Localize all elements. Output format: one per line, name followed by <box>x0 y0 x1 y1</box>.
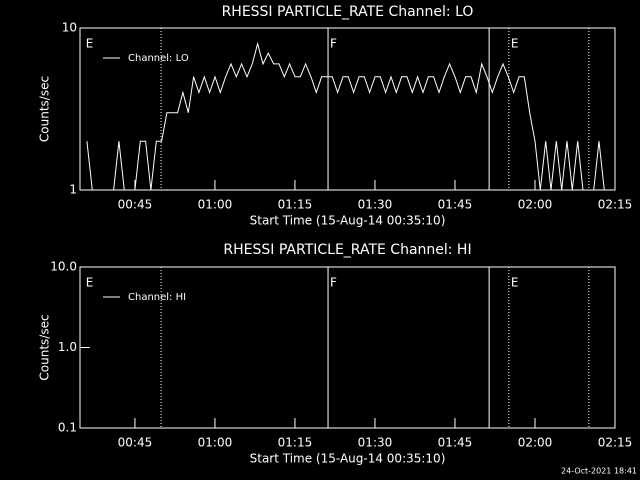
x-tick-label: 01:45 <box>438 198 473 212</box>
footer-date: 24-Oct-2021 18:41 <box>561 467 637 476</box>
x-tick-label: 01:30 <box>358 436 393 450</box>
x-axis-label: Start Time (15-Aug-14 00:35:10) <box>250 452 446 466</box>
y-tick-label: 1 <box>69 183 77 197</box>
x-tick-label: 01:45 <box>438 436 473 450</box>
marker-label: F <box>330 276 337 290</box>
legend-label: Channel: HI <box>128 292 186 303</box>
data-line <box>86 41 610 191</box>
x-tick-label: 01:00 <box>198 198 233 212</box>
x-tick-label: 02:00 <box>518 436 553 450</box>
legend-label: Channel: LO <box>128 53 189 64</box>
x-tick-label: 01:30 <box>358 198 393 212</box>
y-axis-label: Counts/sec <box>38 314 52 380</box>
x-tick-label: 01:00 <box>198 436 233 450</box>
plot-frame <box>79 27 616 191</box>
x-tick-label: 02:00 <box>518 198 553 212</box>
x-tick-label: 00:45 <box>118 198 153 212</box>
y-tick-label: 1.0 <box>58 340 77 354</box>
chart-title: RHESSI PARTICLE_RATE Channel: LO <box>222 4 474 20</box>
marker-label: E <box>86 37 94 51</box>
marker-label: E <box>511 276 519 290</box>
x-axis-label: Start Time (15-Aug-14 00:35:10) <box>250 214 446 228</box>
x-tick-label: 00:45 <box>118 436 153 450</box>
x-tick-label: 02:15 <box>598 436 633 450</box>
x-tick-label: 01:15 <box>278 436 313 450</box>
y-tick-label: 10.0 <box>50 260 77 274</box>
marker-label: E <box>86 276 94 290</box>
y-tick-label: 0.1 <box>58 421 77 435</box>
y-tick-label: 10 <box>62 21 77 35</box>
x-tick-label: 01:15 <box>278 198 313 212</box>
y-axis-label: Counts/sec <box>38 76 52 142</box>
marker-label: F <box>330 37 337 51</box>
x-tick-label: 02:15 <box>598 198 633 212</box>
chart-title: RHESSI PARTICLE_RATE Channel: HI <box>223 242 471 258</box>
marker-label: E <box>511 37 519 51</box>
